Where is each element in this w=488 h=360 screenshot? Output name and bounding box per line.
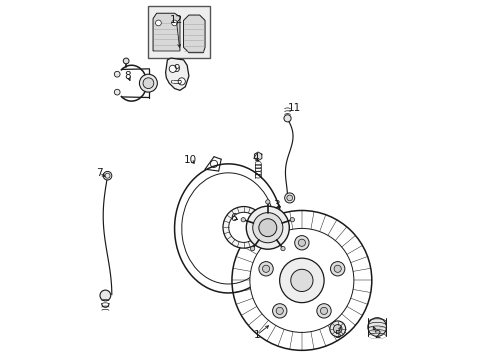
- Circle shape: [231, 211, 371, 350]
- Circle shape: [316, 304, 330, 318]
- Circle shape: [223, 207, 264, 248]
- Circle shape: [169, 65, 176, 72]
- Circle shape: [178, 78, 185, 85]
- Circle shape: [114, 71, 120, 77]
- Text: 5: 5: [334, 330, 340, 340]
- Circle shape: [279, 258, 324, 303]
- Text: 8: 8: [124, 71, 131, 81]
- Circle shape: [284, 115, 290, 122]
- Polygon shape: [183, 15, 204, 53]
- Text: 3: 3: [273, 200, 280, 210]
- Circle shape: [258, 262, 273, 276]
- Circle shape: [262, 265, 269, 273]
- Circle shape: [100, 290, 110, 301]
- Circle shape: [246, 206, 289, 249]
- Circle shape: [228, 212, 258, 242]
- Circle shape: [258, 219, 276, 237]
- Circle shape: [333, 324, 341, 333]
- Circle shape: [367, 318, 386, 336]
- Text: 6: 6: [230, 213, 237, 222]
- Circle shape: [249, 228, 353, 332]
- Circle shape: [272, 304, 286, 318]
- Text: 9: 9: [173, 64, 179, 74]
- Circle shape: [333, 265, 341, 273]
- Circle shape: [330, 262, 344, 276]
- Circle shape: [265, 200, 269, 204]
- Circle shape: [139, 74, 157, 92]
- Circle shape: [142, 78, 153, 89]
- Circle shape: [320, 307, 327, 315]
- Circle shape: [280, 247, 285, 251]
- Bar: [147, 6, 210, 58]
- Circle shape: [155, 20, 161, 26]
- Circle shape: [276, 307, 283, 315]
- Circle shape: [241, 217, 245, 222]
- Circle shape: [329, 321, 345, 337]
- Text: 7: 7: [96, 168, 102, 178]
- Text: 11: 11: [287, 103, 301, 113]
- Polygon shape: [153, 13, 180, 51]
- Circle shape: [252, 213, 282, 243]
- Circle shape: [294, 235, 308, 250]
- Text: 4: 4: [251, 153, 258, 163]
- Polygon shape: [254, 152, 261, 161]
- Circle shape: [290, 269, 312, 292]
- Circle shape: [298, 239, 305, 246]
- Circle shape: [286, 195, 292, 201]
- Circle shape: [284, 193, 294, 203]
- Circle shape: [171, 20, 177, 26]
- Circle shape: [103, 171, 112, 180]
- Text: 12: 12: [169, 15, 183, 26]
- Text: 2: 2: [373, 330, 380, 340]
- Circle shape: [289, 217, 294, 222]
- Circle shape: [123, 58, 129, 64]
- Circle shape: [250, 247, 254, 251]
- Text: 10: 10: [184, 155, 197, 165]
- Text: 1: 1: [253, 330, 260, 340]
- Polygon shape: [165, 58, 188, 90]
- Circle shape: [114, 89, 120, 95]
